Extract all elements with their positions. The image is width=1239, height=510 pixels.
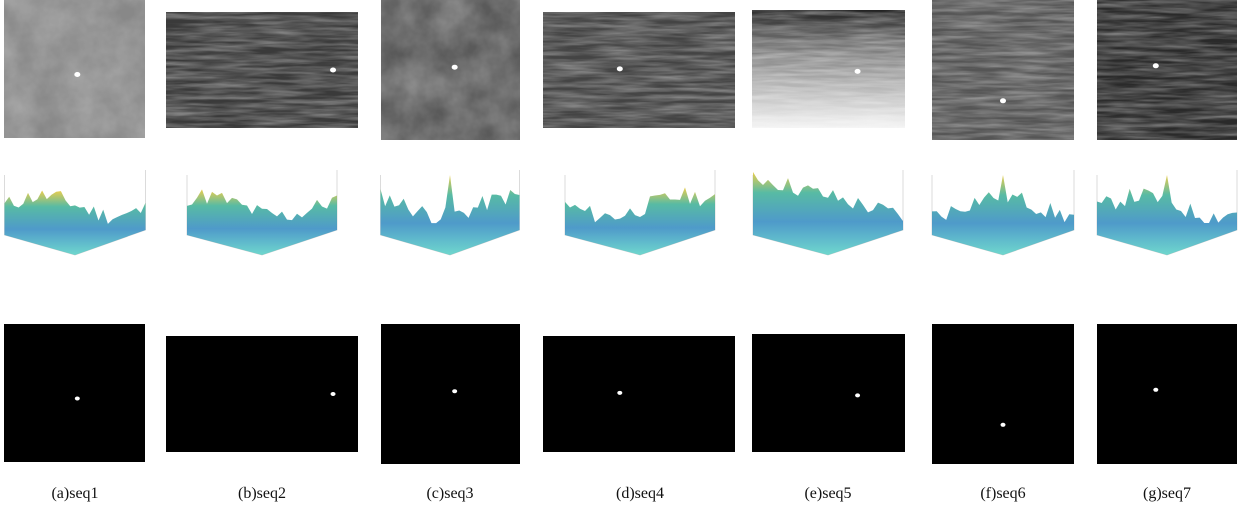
caption: (c)seq3 [426, 485, 473, 502]
target [617, 66, 623, 71]
target [1000, 98, 1006, 103]
caption: (e)seq5 [804, 485, 851, 502]
frame-texture [752, 10, 905, 128]
surface [187, 189, 337, 255]
result-background [166, 336, 358, 452]
target [1153, 63, 1159, 68]
target [452, 65, 458, 70]
detected-target [855, 393, 860, 397]
caption: (f)seq6 [980, 485, 1025, 502]
caption: (b)seq2 [238, 485, 286, 502]
detected-target [1001, 423, 1006, 427]
detected-target [452, 389, 457, 393]
surface [5, 191, 146, 255]
frame-texture [543, 12, 735, 128]
result-background [752, 334, 905, 452]
frame-texture [166, 12, 358, 128]
detected-target [75, 397, 80, 401]
result-background [1097, 324, 1237, 464]
target [330, 68, 336, 73]
image-grid: (a)seq1 (b)seq2 (c)seq3 (d)seq4 (e)seq5 (f)se… [4, 0, 1237, 502]
frame-texture [932, 0, 1074, 140]
caption: (d)seq4 [616, 485, 664, 502]
detected-target [331, 392, 336, 396]
surface [381, 175, 520, 255]
surface [565, 187, 715, 255]
result-background [4, 324, 145, 462]
target [855, 69, 861, 74]
result-background [381, 324, 520, 464]
detected-target [1153, 388, 1158, 392]
result-background [543, 336, 735, 452]
figure: (a)seq1 (b)seq2 (c)seq3 (d)seq4 (e)seq5 (f)se… [0, 0, 1239, 510]
detected-target [617, 391, 622, 395]
frame-texture [4, 0, 145, 138]
caption: (g)seq7 [1143, 485, 1191, 502]
surface [1097, 175, 1237, 255]
target [74, 72, 80, 77]
frame-texture [381, 0, 520, 140]
caption: (a)seq1 [51, 485, 98, 502]
result-background [932, 324, 1074, 464]
surface [932, 175, 1074, 255]
surface [753, 172, 903, 255]
frame-texture [1097, 0, 1237, 140]
